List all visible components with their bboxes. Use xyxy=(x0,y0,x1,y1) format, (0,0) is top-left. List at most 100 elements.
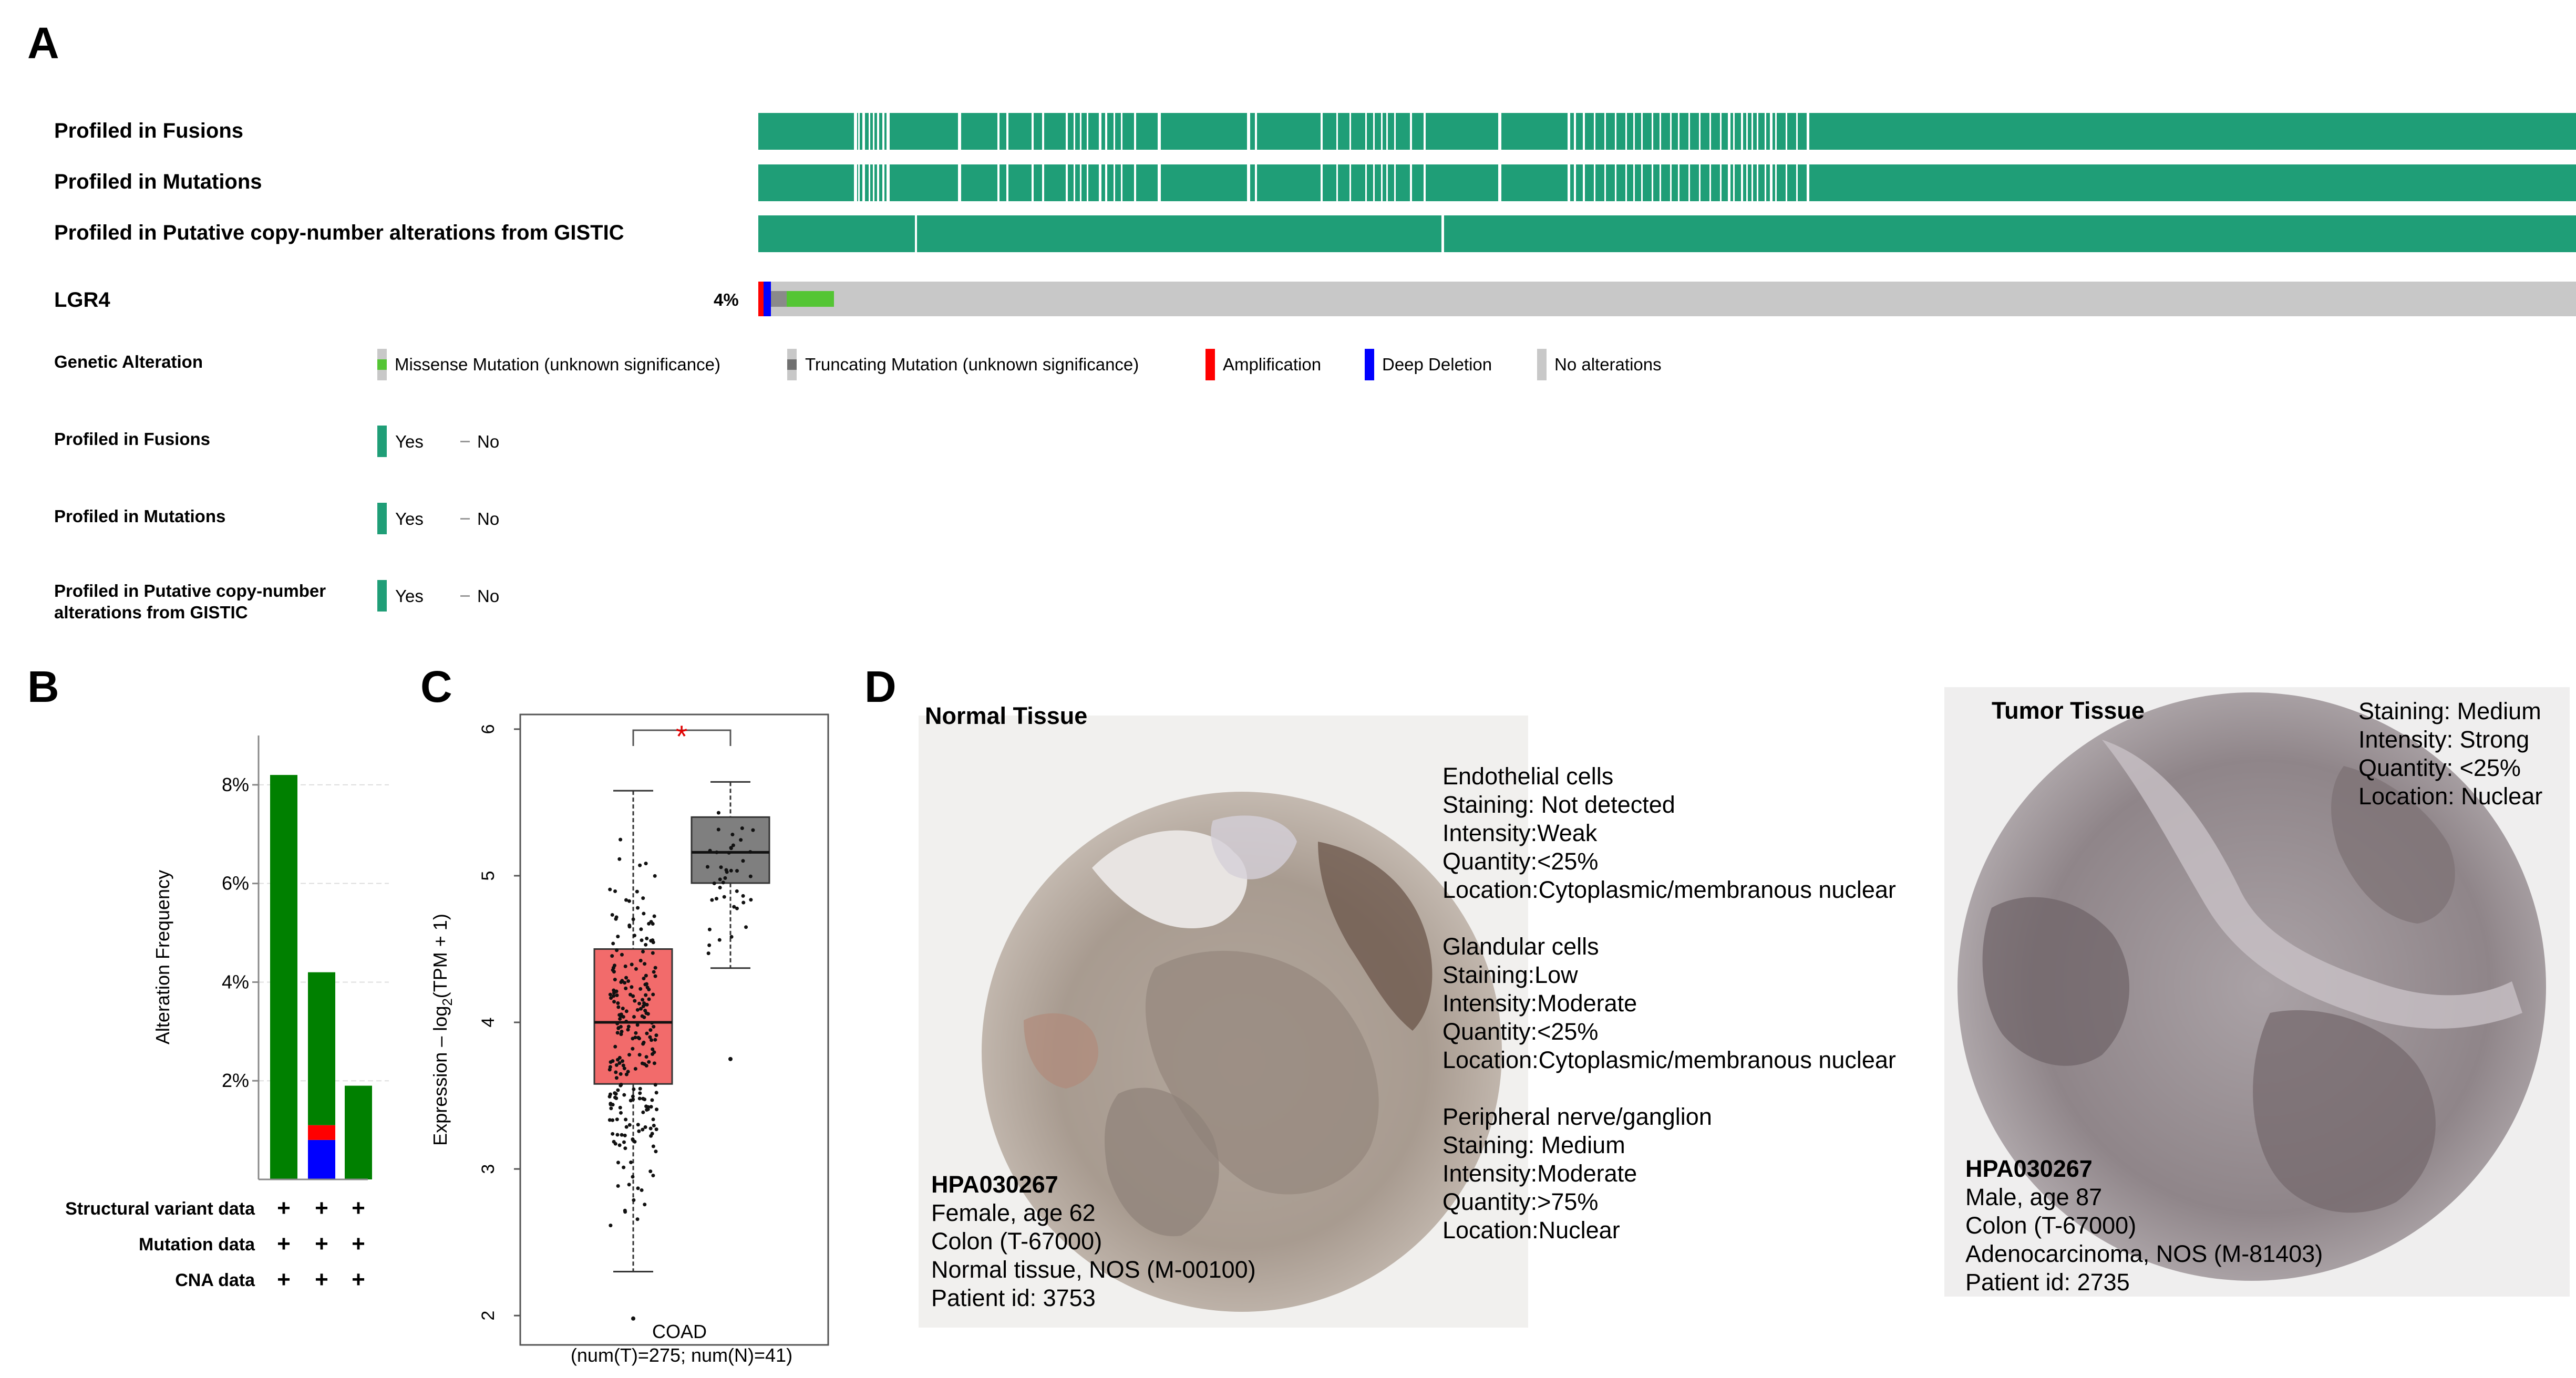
tumor-tissue-image xyxy=(1944,687,2570,1297)
box-jitter-point xyxy=(641,998,645,1002)
track-gap xyxy=(1625,164,1627,201)
box-jitter-point xyxy=(731,843,735,847)
box-jitter-point xyxy=(729,846,733,851)
box-jitter-point xyxy=(626,1070,630,1074)
track-gap xyxy=(1381,164,1383,201)
box-jitter-point xyxy=(616,1001,620,1006)
box-jitter-point xyxy=(636,1035,641,1040)
box-jitter-point xyxy=(648,1126,653,1131)
box-jitter-point xyxy=(635,889,639,894)
box-jitter-point xyxy=(616,1005,621,1009)
track-gap xyxy=(887,113,890,150)
track-gap xyxy=(1751,113,1753,150)
track-gap xyxy=(1594,113,1595,150)
track-gap xyxy=(854,164,857,201)
normal-antibody-id: HPA030267 xyxy=(931,1171,1058,1198)
track-gap xyxy=(869,164,870,201)
track-gap xyxy=(1807,164,1809,201)
box-jitter-point xyxy=(706,951,710,956)
fusions-no-label: No xyxy=(477,432,500,451)
box-jitter-point xyxy=(644,862,648,866)
normal-tissue-title: Normal Tissue xyxy=(925,702,1088,729)
track-gap xyxy=(1410,164,1412,201)
track-gap xyxy=(873,164,874,201)
box-jitter-point xyxy=(705,865,709,869)
box-jitter-point xyxy=(635,1008,640,1012)
box-jitter-point xyxy=(636,1123,640,1127)
track-gap xyxy=(1796,164,1798,201)
box-jitter-point xyxy=(640,938,644,942)
box-jitter-point xyxy=(632,934,636,938)
alteration-mark xyxy=(758,282,764,316)
track-gap xyxy=(1032,164,1034,201)
tumor-patient-line: Patient id: 2735 xyxy=(1965,1269,2130,1296)
track-gap xyxy=(1105,113,1107,150)
box-y-label-sub: 2 xyxy=(439,998,455,1006)
track-gap xyxy=(997,113,1000,150)
box-jitter-point xyxy=(618,1017,622,1021)
track-gap xyxy=(1678,113,1679,150)
track-gap xyxy=(1410,113,1412,150)
track-label-mutations: Profiled in Mutations xyxy=(54,170,262,193)
track-gap xyxy=(1625,113,1627,150)
cell-type-name: Endothelial cells xyxy=(1442,763,1614,790)
fusions-yes-swatch xyxy=(377,426,387,457)
box-jitter-point xyxy=(609,1060,613,1064)
no-alteration-swatch xyxy=(1537,349,1547,380)
box-jitter-point xyxy=(629,1161,633,1165)
track-fusions xyxy=(758,113,2576,150)
track-gap xyxy=(915,215,917,252)
box-jitter-point xyxy=(714,897,718,901)
cell-staining-line: Quantity:>75% xyxy=(1442,1188,1599,1215)
cell-staining-line: Staining:Low xyxy=(1442,961,1578,988)
box-jitter-point xyxy=(643,962,647,966)
track-gap xyxy=(1775,164,1777,201)
data-type-mark: + xyxy=(315,1195,328,1221)
track-gap xyxy=(1670,113,1672,150)
box-jitter-point xyxy=(651,1117,655,1122)
track-gap xyxy=(1424,164,1426,201)
box-jitter-point xyxy=(710,898,714,902)
deep-deletion-swatch xyxy=(1365,349,1374,380)
track-label-fusions: Profiled in Fusions xyxy=(54,119,244,142)
box-outlier xyxy=(728,1056,733,1061)
track-gap xyxy=(1709,113,1711,150)
data-type-mark: + xyxy=(352,1195,365,1221)
track-gap xyxy=(1660,113,1661,150)
box-jitter-point xyxy=(632,1087,636,1091)
box-jitter-point xyxy=(622,1140,626,1144)
box-jitter-point xyxy=(624,976,628,980)
cna-no-dash xyxy=(460,595,470,597)
box-jitter-point xyxy=(617,1143,622,1147)
legend-item-amplification: Amplification xyxy=(1223,355,1322,374)
tumor-staining-line: Staining: Medium xyxy=(2358,698,2541,724)
track-gap xyxy=(1641,113,1643,150)
cell-staining-line: Location:Nuclear xyxy=(1442,1217,1620,1244)
box-jitter-point xyxy=(652,914,656,918)
significance-star: * xyxy=(676,720,688,754)
track-gap xyxy=(1336,113,1338,150)
cell-staining-line: Location:Cytoplasmic/membranous nuclear xyxy=(1442,1047,1896,1073)
bar-y-tick-label: 8% xyxy=(222,774,249,795)
box-jitter-point xyxy=(650,1021,654,1025)
normal-patient-info: HPA030267 Female, age 62 Colon (T-67000)… xyxy=(931,1170,1256,1312)
box-jitter-point xyxy=(638,1086,642,1091)
tumor-tissue-title: Tumor Tissue xyxy=(1992,697,2145,724)
alteration-mark xyxy=(787,291,834,307)
box-jitter-point xyxy=(651,951,655,955)
box-jitter-point xyxy=(626,979,631,983)
box-jitter-point xyxy=(637,1096,642,1101)
box-jitter-point xyxy=(619,1083,623,1087)
box-jitter-point xyxy=(741,859,745,863)
box-jitter-point xyxy=(644,942,648,947)
box-jitter-point xyxy=(643,982,647,987)
tumor-patient-line: Colon (T-67000) xyxy=(1965,1212,2137,1239)
tumor-patient-info: HPA030267 Male, age 87 Colon (T-67000) A… xyxy=(1965,1155,2323,1297)
cell-staining-line: Intensity:Moderate xyxy=(1442,990,1637,1017)
box-jitter-point xyxy=(626,1024,631,1029)
box-jitter-point xyxy=(652,1050,656,1054)
track-gap xyxy=(1615,113,1616,150)
track-gap xyxy=(1583,164,1585,201)
box-jitter-point xyxy=(655,1107,659,1112)
track-mutations xyxy=(758,164,2576,201)
